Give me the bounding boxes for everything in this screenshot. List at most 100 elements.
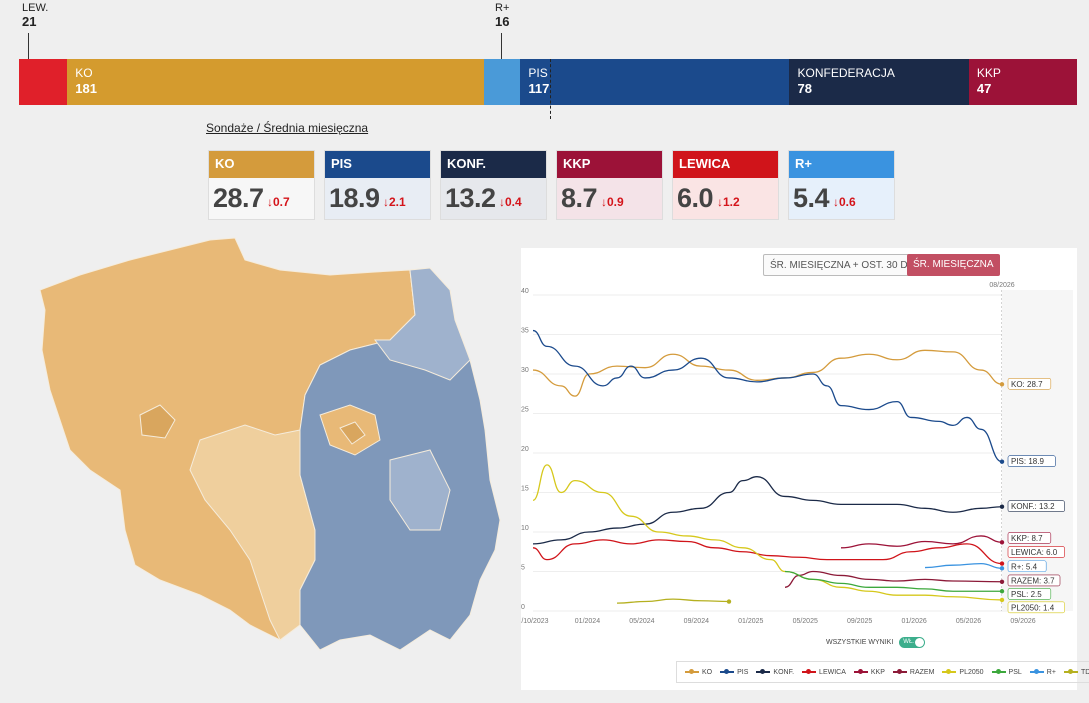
card-change: ↓1.2: [717, 195, 740, 209]
poll-card-ko[interactable]: KO 28.7 ↓0.7: [208, 150, 315, 220]
legend-item-ko[interactable]: KO: [685, 669, 712, 676]
seat-segment-2[interactable]: [483, 59, 521, 105]
legend-label: KKP: [870, 668, 885, 676]
region-east-light[interactable]: [374, 267, 471, 381]
cursor-date: 08/2026: [989, 282, 1014, 289]
legend-item-td[interactable]: TD: [1063, 669, 1089, 676]
svg-text:PSL: 2.5: PSL: 2.5: [1011, 590, 1042, 599]
poll-chart: ŚR. MIESIĘCZNA + OST. 30 DNI ŚR. MIESIĘC…: [521, 248, 1089, 690]
card-party-name: KKP: [557, 151, 662, 178]
card-party-name: PIS: [325, 151, 430, 178]
x-tick-label: 01/2026: [901, 618, 926, 625]
series-line-pl2050: [532, 464, 1003, 601]
seat-segment-0[interactable]: [19, 59, 68, 105]
x-tick-label: 09/2026: [1010, 618, 1035, 625]
card-party-name: LEWICA: [673, 151, 778, 178]
poll-card-kkp[interactable]: KKP 8.7 ↓0.9: [556, 150, 663, 220]
region-east-light-2[interactable]: [389, 449, 451, 531]
series-line-psl: [784, 570, 1002, 592]
card-value: 5.4: [793, 183, 830, 213]
end-label: KO: 28.7: [1007, 377, 1052, 390]
svg-text:PL2050: 1.4: PL2050: 1.4: [1011, 603, 1055, 612]
svg-text:PIS: 18.9: PIS: 18.9: [1011, 457, 1044, 466]
svg-text:RAZEM: 3.7: RAZEM: 3.7: [1011, 576, 1055, 585]
legend-label: PL2050: [959, 668, 984, 676]
end-label: PSL: 2.5: [1007, 588, 1052, 600]
series-line-ko: [532, 349, 1003, 397]
segment-name: KO: [75, 66, 93, 80]
y-tick-label: 35: [521, 328, 529, 335]
segment-seats: 117: [528, 81, 550, 96]
poland-map: [39, 237, 501, 651]
poll-cards: KO 28.7 ↓0.7 PIS 18.9 ↓2.1 KONF. 13.2 ↓0.4 KKP 8.7…: [208, 150, 895, 220]
y-tick-label: 5: [521, 565, 525, 572]
x-tick-label: 01/2025: [738, 618, 763, 625]
poll-card-pis[interactable]: PIS 18.9 ↓2.1: [324, 150, 431, 220]
monthly-avg-button[interactable]: ŚR. MIESIĘCZNA: [907, 254, 1000, 276]
legend-item-r+[interactable]: R+: [1029, 668, 1056, 676]
series-line-r+: [924, 562, 1003, 569]
legend-item-pl2050[interactable]: PL2050: [942, 668, 984, 676]
svg-text:KKP: 8.7: KKP: 8.7: [1011, 534, 1043, 543]
series-line-konf: [532, 476, 1003, 545]
series-line-lewica: [532, 539, 1003, 565]
seat-segment-4[interactable]: KONFEDERACJA 78: [789, 59, 969, 105]
series-point: [999, 504, 1005, 509]
legend-swatch: [756, 669, 771, 674]
legend-label: PSL: [1008, 668, 1022, 676]
legend-label: LEWICA: [819, 668, 846, 676]
series-line-pis: [532, 329, 1003, 463]
legend-item-razem[interactable]: RAZEM: [892, 668, 935, 676]
segment-name: PIS: [528, 66, 548, 80]
series-point: [726, 599, 732, 604]
card-value: 13.2: [445, 183, 496, 213]
avg-plus-30-button[interactable]: ŚR. MIESIĘCZNA + OST. 30 DNI: [763, 254, 925, 276]
card-value: 6.0: [677, 183, 714, 213]
legend-label: RAZEM: [909, 668, 935, 676]
seat-segment-1[interactable]: KO 181: [67, 59, 484, 105]
legend-swatch: [892, 669, 907, 674]
svg-text:KO: 28.7: KO: 28.7: [1011, 380, 1043, 389]
legend-item-psl[interactable]: PSL: [991, 668, 1022, 676]
end-label: PIS: 18.9: [1007, 455, 1056, 467]
poll-card-lewica[interactable]: LEWICA 6.0 ↓1.2: [672, 150, 779, 220]
x-tick-label: 05/2025: [793, 618, 818, 625]
polls-link[interactable]: Sondaże / Średnia miesięczna: [206, 121, 369, 135]
legend-item-pis[interactable]: PIS: [720, 669, 748, 676]
card-party-name: KONF.: [441, 151, 546, 178]
series-line-kkp: [840, 535, 1003, 549]
card-change: ↓0.6: [833, 195, 856, 209]
chart-plot: 0 5 10 15 20 25 30 35 40 5/10/2023 01/2024 05/2024 0…: [521, 282, 1073, 625]
x-tick-label: 09/2024: [684, 618, 709, 625]
card-value: 8.7: [561, 183, 598, 213]
segment-seats: 47: [976, 81, 992, 96]
poll-card-konf[interactable]: KONF. 13.2 ↓0.4: [440, 150, 547, 220]
poll-card-r+[interactable]: R+ 5.4 ↓0.6: [788, 150, 895, 220]
series-point: [999, 561, 1005, 566]
legend-item-kkp[interactable]: KKP: [853, 668, 885, 676]
x-tick-label: 05/2026: [956, 618, 981, 625]
seat-segment-3[interactable]: PIS 117: [520, 59, 790, 105]
svg-text:LEWICA: 6.0: LEWICA: 6.0: [1011, 548, 1058, 557]
majority-line: [550, 59, 551, 119]
tick-rplus: [501, 33, 502, 59]
seat-segment-5[interactable]: KKP 47: [968, 59, 1077, 105]
legend-label: R+: [1046, 668, 1056, 676]
end-label: R+: 5.4: [1007, 560, 1047, 573]
end-label: KKP: 8.7: [1007, 532, 1052, 544]
legend-label: PIS: [737, 668, 749, 676]
label-lewica: LEW. 21: [22, 2, 49, 29]
all-results-toggle[interactable]: WŁ.: [899, 637, 926, 648]
end-label: KONF.: 13.2: [1007, 500, 1065, 513]
all-results-toggle-row: WSZYSTKIE WYNIKI WŁ.: [826, 637, 926, 648]
x-tick-label: 5/10/2023: [521, 618, 549, 625]
toggle-label: WSZYSTKIE WYNIKI: [826, 639, 894, 646]
legend-item-konf[interactable]: KONF.: [756, 669, 794, 676]
legend-label: KO: [702, 668, 713, 676]
region-warsaw-city[interactable]: [339, 421, 366, 445]
legend-item-lewica[interactable]: LEWICA: [802, 669, 846, 676]
legend-swatch: [1063, 669, 1078, 674]
region-poznan[interactable]: [139, 404, 176, 439]
card-value: 28.7: [213, 183, 264, 213]
card-change: ↓0.4: [499, 195, 522, 209]
